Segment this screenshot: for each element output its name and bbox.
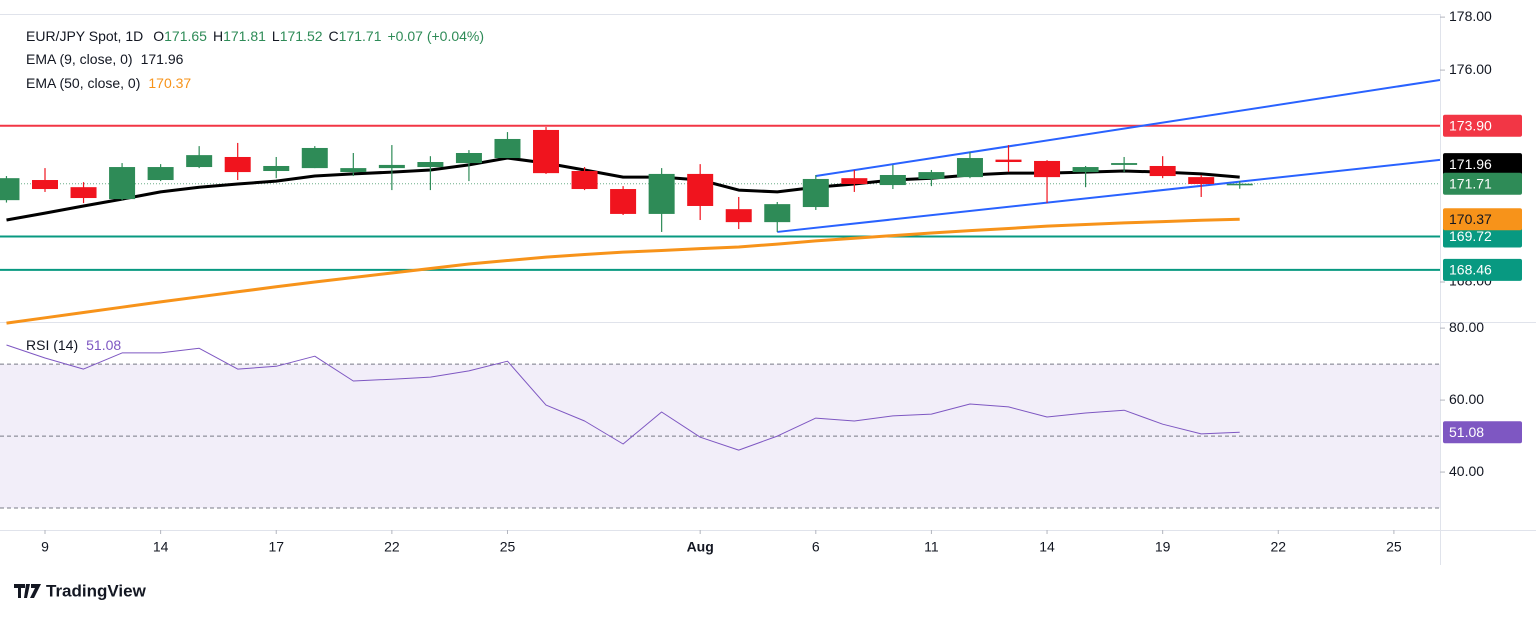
price-label-box — [1443, 208, 1522, 231]
trendline — [815, 78, 1440, 178]
x-tick-label: 6 — [812, 539, 820, 555]
ema-line — [6, 217, 1240, 325]
x-tick-label: 17 — [268, 539, 284, 555]
ohlc-prefix: C — [329, 28, 339, 44]
candle-body — [879, 174, 906, 186]
legend-name: RSI (14) — [26, 337, 78, 353]
candle-body — [571, 171, 598, 190]
x-tick-label: 25 — [1386, 539, 1402, 555]
price-label: 171.96 — [1449, 156, 1492, 172]
x-tick-label: 14 — [1039, 539, 1055, 555]
candle-body — [610, 189, 637, 214]
rsi-line — [6, 344, 1240, 451]
level-label: 173.90 — [1449, 117, 1492, 133]
logo — [14, 584, 41, 598]
candle-body — [224, 156, 251, 173]
candle-body — [1149, 165, 1176, 177]
x-tick-label: 9 — [41, 539, 49, 555]
candle-body — [186, 155, 213, 168]
legend-rsi: RSI (14) 51.08 — [26, 337, 121, 353]
candle-body — [687, 173, 714, 206]
ohlc-value: 171.65 — [164, 28, 207, 44]
price-label: 51.08 — [1449, 424, 1484, 440]
candle-body — [1072, 167, 1099, 173]
x-tick-label: 22 — [1270, 539, 1286, 555]
candle-body — [802, 178, 829, 208]
legend-ema: EMA (9, close, 0) 171.96 — [26, 51, 184, 67]
legend-ema: EMA (50, close, 0) 170.37 — [26, 75, 191, 91]
ohlc-value: 171.71 — [339, 28, 382, 44]
candle-body — [533, 129, 560, 174]
symbol: EUR/JPY Spot, 1D — [26, 28, 143, 44]
candle-body — [32, 180, 58, 190]
rsi-band — [0, 364, 1440, 509]
candle-body — [995, 159, 1022, 163]
candle-body — [1226, 183, 1253, 186]
plot — [0, 78, 1440, 509]
rsi-tick-label: 80.00 — [1449, 319, 1484, 335]
y-tick-label: 176.00 — [1449, 61, 1492, 77]
candle-body — [70, 187, 97, 199]
ohlc-prefix: L — [272, 28, 280, 44]
candle-body — [417, 162, 444, 168]
candle-body — [494, 138, 521, 159]
candle-body — [147, 167, 174, 181]
x-tick-label: 22 — [384, 539, 400, 555]
overlay: 178.00176.00168.0080.0060.0040.009141722… — [26, 8, 1522, 555]
legend-main: EUR/JPY Spot, 1D O171.65 H171.81 L171.52 C17… — [26, 28, 484, 44]
candle-body — [918, 172, 945, 179]
level-label: 168.46 — [1449, 262, 1492, 278]
candle-body — [841, 178, 868, 184]
x-tick-label: 11 — [924, 539, 939, 555]
x-tick-label: Aug — [687, 539, 714, 555]
legend-name: EMA (9, close, 0) — [26, 51, 133, 67]
candle-body — [725, 209, 752, 223]
rsi-tick-label: 60.00 — [1449, 391, 1484, 407]
price-label: 170.37 — [1449, 211, 1492, 227]
level-label-box — [1443, 225, 1522, 248]
level-label: 169.72 — [1449, 228, 1492, 244]
candle-body — [109, 167, 136, 200]
candle-body — [455, 153, 482, 164]
candle-body — [378, 164, 405, 169]
x-tick-label: 19 — [1155, 539, 1171, 555]
legend-value: 171.96 — [141, 51, 184, 67]
x-tick-label: 25 — [500, 539, 516, 555]
candle-body — [263, 165, 290, 172]
price-label-box — [1443, 421, 1522, 444]
ohlc-prefix: O — [153, 28, 164, 44]
ohlc-value: 171.52 — [280, 28, 323, 44]
candle-body — [0, 178, 20, 201]
rsi-tick-label: 40.00 — [1449, 463, 1484, 479]
candle-body — [1034, 160, 1061, 178]
price-label-box — [1443, 153, 1522, 176]
candle-body — [340, 168, 367, 173]
candle-body — [648, 173, 675, 214]
ohlc-prefix: H — [213, 28, 223, 44]
ohlc-value: 171.81 — [223, 28, 266, 44]
legend-name: EMA (50, close, 0) — [26, 75, 140, 91]
trendline — [777, 158, 1440, 233]
candle-body — [301, 147, 328, 169]
price-label-box — [1443, 172, 1522, 195]
level-label-box — [1443, 114, 1522, 137]
y-tick-label: 178.00 — [1449, 8, 1492, 24]
candle-body — [764, 204, 791, 223]
change: +0.07 (+0.04%) — [388, 28, 485, 44]
price-label: 171.71 — [1449, 175, 1492, 191]
watermark: TradingView — [46, 581, 147, 600]
candle-body — [1188, 177, 1215, 184]
legend-value: 170.37 — [148, 75, 191, 91]
x-tick-label: 14 — [153, 539, 169, 555]
candle-body — [1111, 163, 1138, 165]
legend-value: 51.08 — [86, 337, 121, 353]
candle-body — [956, 158, 983, 178]
level-label-box — [1443, 258, 1522, 281]
